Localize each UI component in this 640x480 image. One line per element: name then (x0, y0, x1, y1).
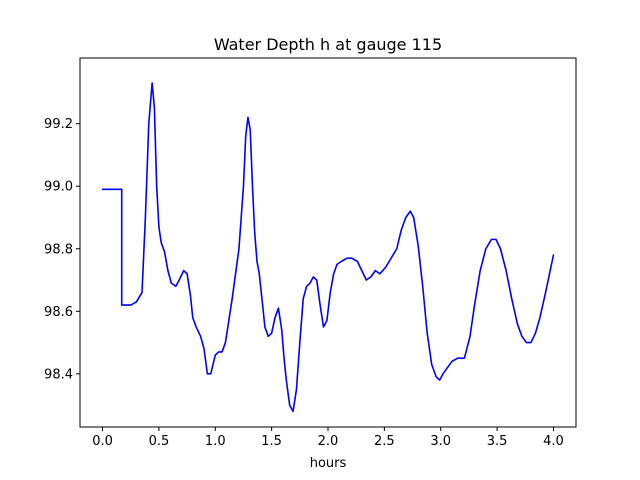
x-tick-label: 0.0 (92, 434, 113, 449)
y-tick-label: 99.0 (44, 180, 73, 195)
plot-area (101, 82, 555, 413)
y-tick-label: 98.6 (44, 305, 73, 320)
x-tick-label: 2.5 (374, 434, 395, 449)
y-tick-label: 99.2 (44, 117, 73, 132)
plot-frame (79, 57, 577, 428)
y-tick-label: 98.4 (44, 367, 73, 382)
x-tick-label: 1.0 (205, 434, 226, 449)
y-axis: 98.4 98.6 98.8 99.0 99.2 (44, 117, 80, 382)
x-tick-label: 3.5 (487, 434, 508, 449)
x-tick-label: 0.5 (149, 434, 170, 449)
y-tick-label: 98.8 (44, 242, 73, 257)
x-axis: 0.0 0.5 1.0 1.5 2.0 2.5 3.0 3.5 4.0 (92, 427, 564, 449)
x-tick-label: 3.0 (430, 434, 451, 449)
series-line (101, 82, 555, 413)
chart-title: Water Depth h at gauge 115 (214, 35, 442, 54)
x-axis-label: hours (310, 456, 347, 471)
x-tick-label: 4.0 (543, 434, 564, 449)
x-tick-label: 2.0 (318, 434, 339, 449)
x-tick-label: 1.5 (261, 434, 282, 449)
